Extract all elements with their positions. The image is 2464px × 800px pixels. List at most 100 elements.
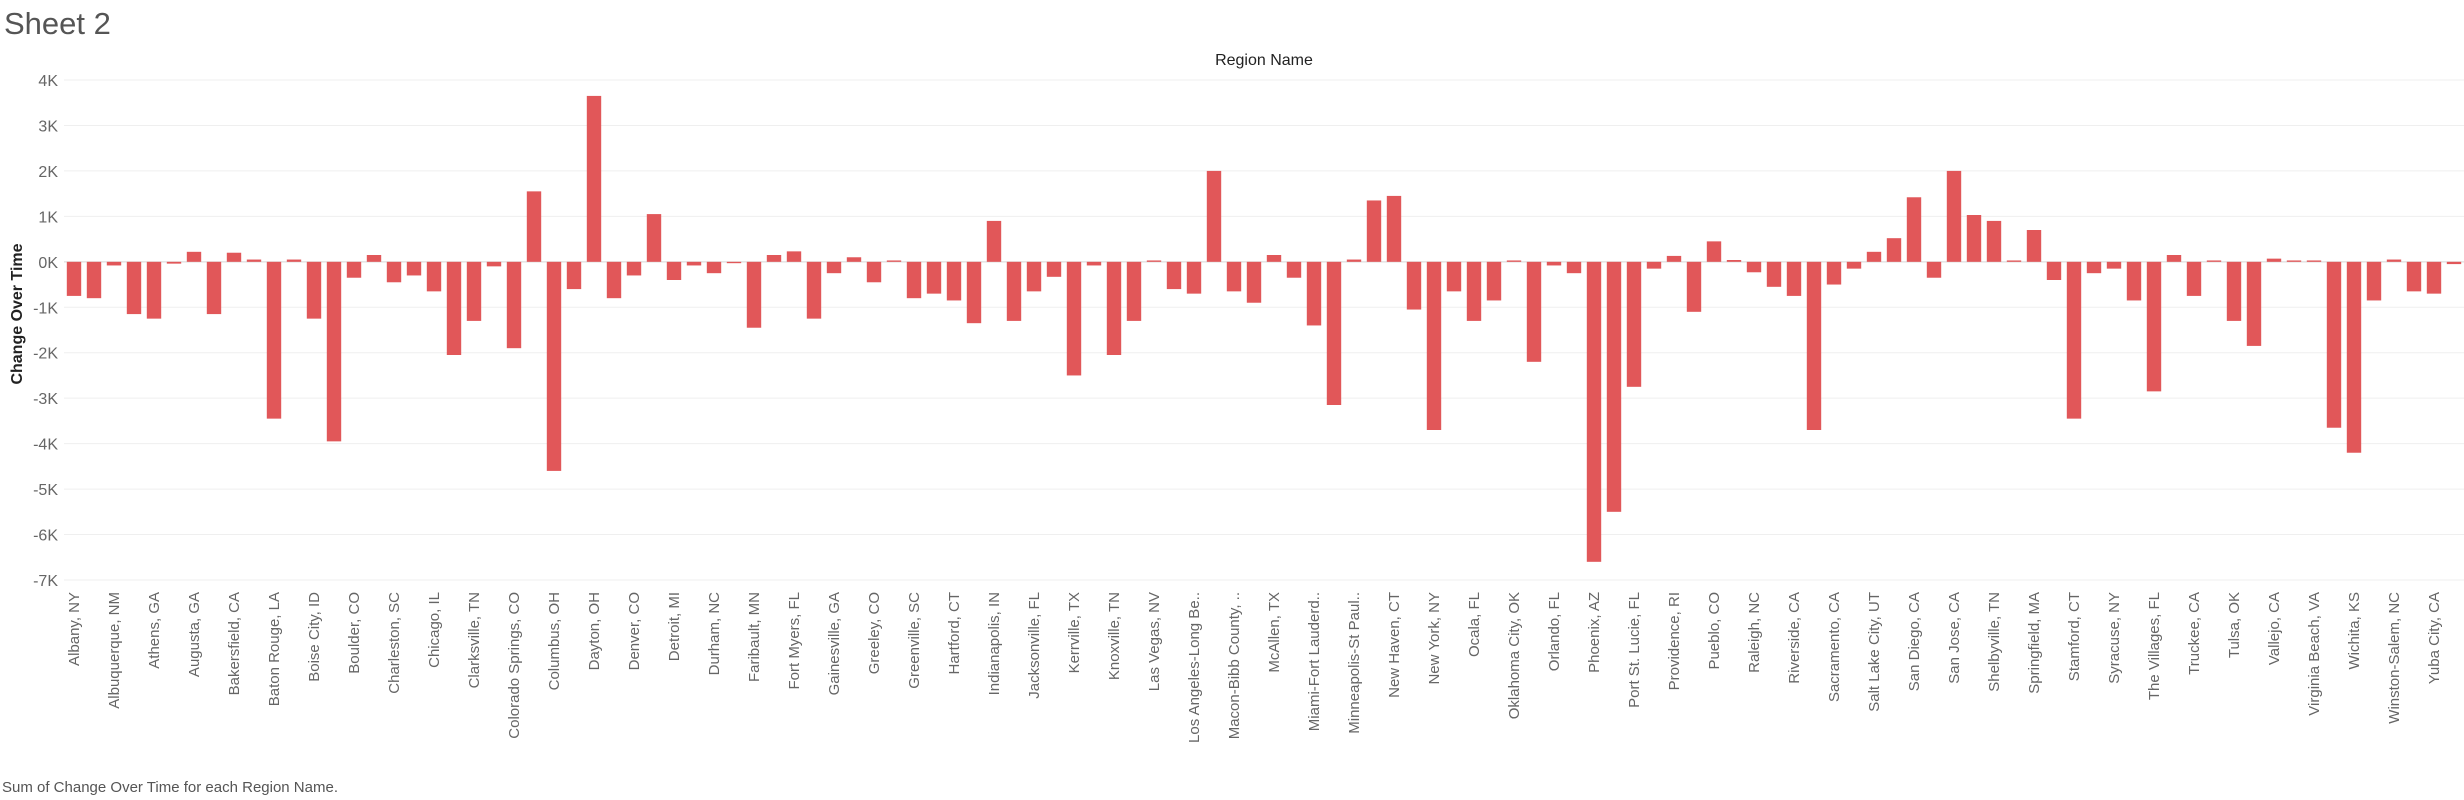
bar[interactable] — [1966, 215, 1982, 262]
bar[interactable] — [2066, 261, 2082, 419]
bar[interactable] — [2266, 258, 2282, 262]
bar[interactable] — [1506, 260, 1522, 262]
bar[interactable] — [1366, 200, 1382, 262]
bar[interactable] — [2026, 230, 2042, 262]
bar[interactable] — [1626, 261, 1642, 387]
bar[interactable] — [1566, 261, 1582, 274]
bar[interactable] — [2346, 261, 2362, 453]
bar[interactable] — [2186, 261, 2202, 296]
bar[interactable] — [1426, 261, 1442, 430]
bar[interactable] — [1526, 261, 1542, 362]
bar[interactable] — [246, 259, 262, 262]
bar[interactable] — [186, 251, 202, 262]
bar[interactable] — [826, 261, 842, 274]
bar[interactable] — [626, 261, 642, 276]
bar[interactable] — [1826, 261, 1842, 285]
bar[interactable] — [1046, 261, 1062, 277]
bar[interactable] — [326, 261, 342, 442]
bar[interactable] — [1646, 261, 1662, 269]
bar[interactable] — [1106, 261, 1122, 355]
bar[interactable] — [1946, 170, 1962, 262]
bar[interactable] — [126, 261, 142, 315]
bar[interactable] — [1706, 241, 1722, 262]
bar[interactable] — [1686, 261, 1702, 312]
bar[interactable] — [566, 261, 582, 290]
bar[interactable] — [486, 261, 502, 267]
bar[interactable] — [666, 261, 682, 280]
bar[interactable] — [1346, 259, 1362, 262]
bar[interactable] — [1866, 251, 1882, 262]
bar[interactable] — [1326, 261, 1342, 405]
bar[interactable] — [1286, 261, 1302, 278]
bar[interactable] — [966, 261, 982, 324]
bar[interactable] — [106, 261, 122, 266]
bar[interactable] — [766, 255, 782, 262]
bar[interactable] — [1406, 261, 1422, 310]
bar[interactable] — [506, 261, 522, 349]
bar[interactable] — [986, 220, 1002, 262]
bar[interactable] — [1606, 261, 1622, 512]
bar[interactable] — [2386, 259, 2402, 262]
bar[interactable] — [466, 261, 482, 321]
bar[interactable] — [746, 261, 762, 328]
bar[interactable] — [646, 214, 662, 262]
bar[interactable] — [526, 191, 542, 262]
bar[interactable] — [1806, 261, 1822, 430]
bar[interactable] — [586, 95, 602, 262]
bar[interactable] — [1306, 261, 1322, 326]
bar[interactable] — [1786, 261, 1802, 296]
bar[interactable] — [1766, 261, 1782, 287]
bar[interactable] — [2366, 261, 2382, 301]
bar[interactable] — [2086, 261, 2102, 274]
bar[interactable] — [206, 261, 222, 315]
bar[interactable] — [1486, 261, 1502, 301]
bar[interactable] — [706, 261, 722, 274]
bar[interactable] — [446, 261, 462, 355]
bar[interactable] — [546, 261, 562, 471]
bar[interactable] — [1146, 260, 1162, 262]
bar[interactable] — [1926, 261, 1942, 278]
bar[interactable] — [1666, 255, 1682, 262]
bar[interactable] — [2326, 261, 2342, 428]
bar[interactable] — [2246, 261, 2262, 346]
bar[interactable] — [946, 261, 962, 301]
bar[interactable] — [1466, 261, 1482, 321]
bar[interactable] — [1846, 261, 1862, 269]
bar[interactable] — [2046, 261, 2062, 280]
bar[interactable] — [846, 257, 862, 262]
bar[interactable] — [66, 261, 82, 296]
bar[interactable] — [306, 261, 322, 319]
bar[interactable] — [1026, 261, 1042, 292]
bar[interactable] — [1266, 255, 1282, 262]
bar[interactable] — [1586, 261, 1602, 562]
bar[interactable] — [1126, 261, 1142, 321]
bar[interactable] — [2286, 260, 2302, 262]
bar[interactable] — [686, 261, 702, 266]
bar[interactable] — [426, 261, 442, 292]
bar[interactable] — [1546, 261, 1562, 266]
bar[interactable] — [906, 261, 922, 299]
bar[interactable] — [1726, 260, 1742, 262]
bar[interactable] — [1246, 261, 1262, 303]
bar[interactable] — [2146, 261, 2162, 392]
bar[interactable] — [886, 260, 902, 262]
bar[interactable] — [226, 252, 242, 262]
bar[interactable] — [806, 261, 822, 319]
bar[interactable] — [1166, 261, 1182, 290]
bar[interactable] — [866, 261, 882, 283]
bar[interactable] — [1986, 220, 2002, 262]
bar[interactable] — [726, 261, 742, 264]
bar[interactable] — [2206, 260, 2222, 262]
bar[interactable] — [146, 261, 162, 319]
bar[interactable] — [1186, 261, 1202, 294]
bar[interactable] — [166, 261, 182, 264]
bar[interactable] — [1446, 261, 1462, 292]
bar[interactable] — [286, 259, 302, 262]
bar[interactable] — [1886, 238, 1902, 262]
bar[interactable] — [1206, 170, 1222, 262]
bar[interactable] — [786, 251, 802, 262]
bar[interactable] — [1906, 197, 1922, 262]
bar[interactable] — [366, 255, 382, 262]
bar[interactable] — [2426, 261, 2442, 294]
bar[interactable] — [1226, 261, 1242, 292]
